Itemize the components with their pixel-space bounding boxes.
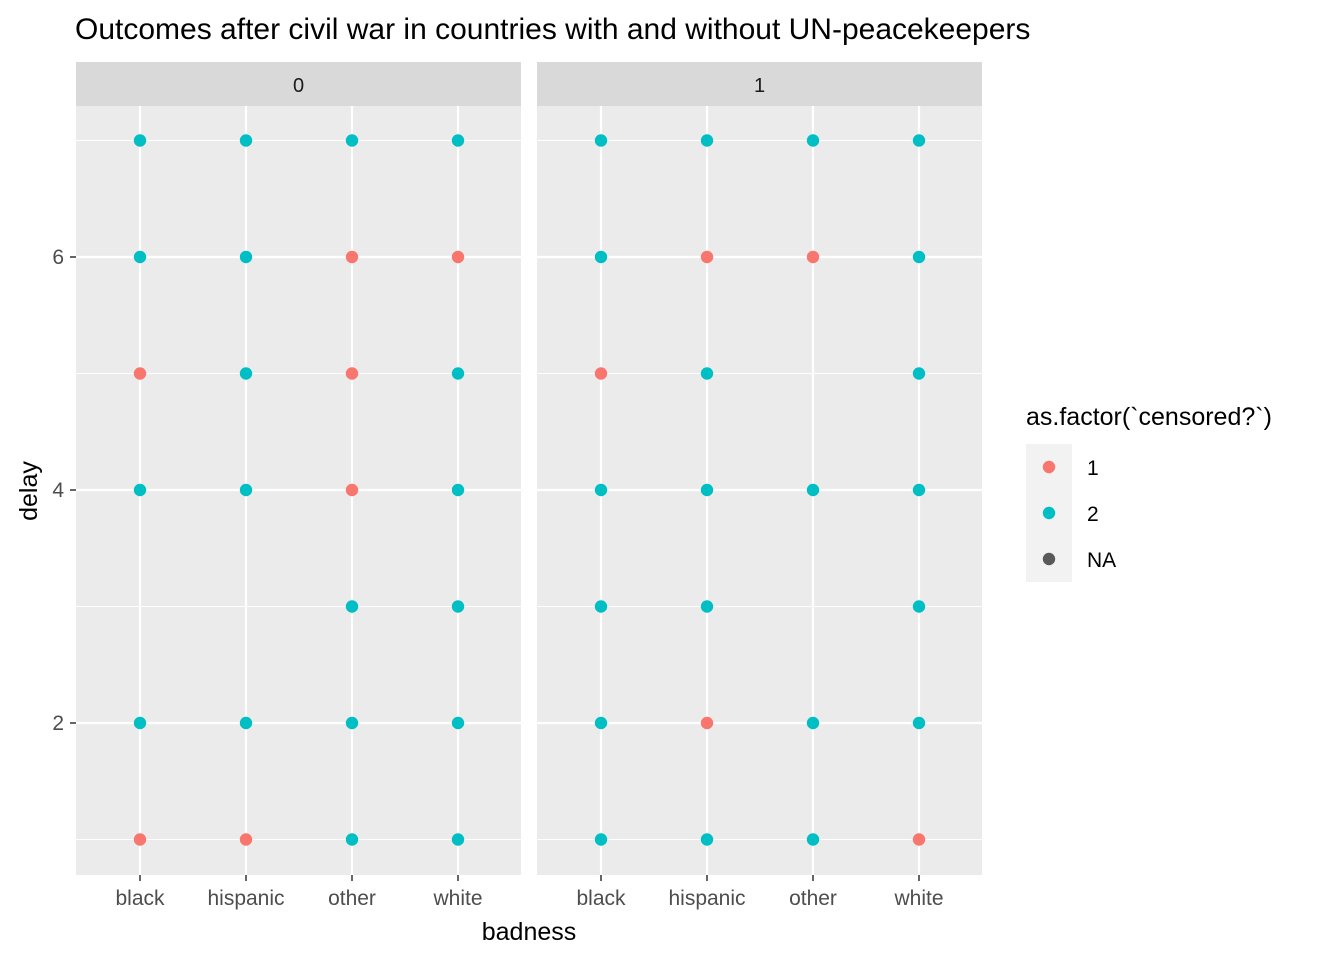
data-point (133, 483, 147, 497)
data-point (345, 134, 359, 147)
data-point (451, 134, 465, 147)
facet-strip-label: 0 (293, 75, 304, 97)
data-point (806, 134, 820, 147)
data-point (451, 833, 465, 846)
data-point (239, 367, 253, 380)
data-point (451, 250, 465, 264)
data-point (806, 250, 820, 264)
data-point (594, 600, 608, 613)
data-point (345, 600, 359, 613)
data-point (912, 716, 926, 730)
x-tick-label: other (328, 887, 376, 910)
legend-key-symbol (1042, 506, 1056, 520)
data-point (133, 250, 147, 264)
x-axis-title: badness (482, 918, 577, 946)
chart-title: Outcomes after civil war in countries wi… (75, 13, 1030, 46)
legend-key-symbol (1042, 552, 1056, 566)
data-point (700, 134, 714, 147)
data-point (239, 833, 253, 846)
data-point (239, 483, 253, 497)
data-point (700, 483, 714, 497)
legend-keys: 1 2 NA (1026, 444, 1116, 582)
data-point (700, 250, 714, 264)
y-tick-label: 6 (52, 246, 64, 269)
data-point (806, 716, 820, 730)
data-point (594, 367, 608, 380)
y-axis: 2 4 6 (52, 246, 76, 735)
data-point (806, 833, 820, 846)
data-point (451, 716, 465, 730)
data-point (133, 716, 147, 730)
data-point (912, 250, 926, 264)
data-point (594, 833, 608, 846)
x-tick-label: black (115, 887, 165, 910)
data-point (345, 367, 359, 380)
data-point (239, 250, 253, 264)
facet-panels: 0 black hispanic other white 1 black hispanic ot… (52, 62, 982, 910)
legend-label: 2 (1087, 503, 1099, 526)
facet-panel-1: 1 black hispanic other white (537, 62, 982, 910)
data-point (345, 483, 359, 497)
legend-label: NA (1087, 549, 1116, 572)
data-point (806, 483, 820, 497)
data-point (451, 367, 465, 380)
x-tick-label: other (789, 887, 837, 910)
x-tick-label: white (432, 887, 482, 910)
y-tick-label: 2 (52, 712, 64, 735)
data-point (239, 134, 253, 147)
facet-strip-label: 1 (754, 75, 765, 97)
data-point (594, 134, 608, 147)
y-axis-title: delay (15, 461, 43, 521)
data-point (451, 600, 465, 613)
data-point (700, 716, 714, 730)
data-point (594, 716, 608, 730)
data-point (912, 600, 926, 613)
data-point (700, 367, 714, 380)
data-point (133, 134, 147, 147)
data-point (451, 483, 465, 497)
data-point (594, 483, 608, 497)
facet-panel-0: 0 black hispanic other white (76, 62, 521, 910)
data-point (912, 483, 926, 497)
x-tick-label: black (576, 887, 626, 910)
x-tick-label: hispanic (207, 887, 284, 910)
data-point (345, 833, 359, 846)
legend-label: 1 (1087, 457, 1099, 480)
data-point (133, 833, 147, 846)
data-point (912, 833, 926, 846)
data-point (912, 367, 926, 380)
facet-strip (76, 62, 521, 106)
legend: as.factor(`censored?`) 1 2 NA (1026, 403, 1272, 582)
data-point (239, 716, 253, 730)
legend-key-symbol (1042, 460, 1056, 474)
x-tick-label: hispanic (668, 887, 745, 910)
data-point (345, 250, 359, 264)
data-point (700, 833, 714, 846)
data-point (345, 716, 359, 730)
data-point (912, 134, 926, 147)
x-tick-label: white (893, 887, 943, 910)
data-point (133, 367, 147, 380)
data-point (594, 250, 608, 264)
y-tick-label: 4 (52, 479, 64, 502)
data-point (700, 600, 714, 613)
legend-title: as.factor(`censored?`) (1026, 403, 1272, 431)
facet-strip (537, 62, 982, 106)
